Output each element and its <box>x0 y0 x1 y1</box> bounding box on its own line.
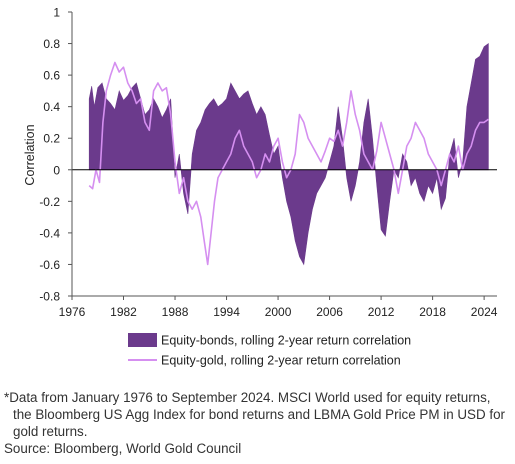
legend-item-equity-bonds: Equity-bonds, rolling 2-year return corr… <box>128 333 411 348</box>
x-tick-label: 2006 <box>316 305 343 319</box>
series-area-equity-bonds <box>88 43 489 266</box>
series-layer <box>88 43 489 266</box>
footnote-line-2: the Bloomberg US Agg Index for bond retu… <box>13 407 505 422</box>
legend-label: Equity-bonds, rolling 2-year return corr… <box>161 334 411 348</box>
legend-item-equity-gold: Equity-gold, rolling 2-year return corre… <box>128 354 401 368</box>
footnote-line-1: *Data from January 1976 to September 202… <box>4 390 491 405</box>
legend-label: Equity-gold, rolling 2-year return corre… <box>161 354 401 368</box>
y-axis-title: Correlation <box>23 124 37 185</box>
legend-swatch <box>128 333 157 347</box>
x-tick-label: 1982 <box>110 305 137 319</box>
footnote-line-3: gold returns. <box>13 424 88 439</box>
y-axis-ticks: -0.8 -0.6 -0.4 -0.2 0 0.2 0.4 0.6 0.8 1 <box>39 6 72 304</box>
plot-area: -0.8-0.6-0.4-0.200.20.40.60.81 1976 1982 1… <box>39 6 497 320</box>
chart: -0.8-0.6-0.4-0.200.20.40.60.81 1976 1982 1… <box>23 6 498 368</box>
x-tick-label: 1976 <box>59 305 86 319</box>
x-tick-label: 1994 <box>213 305 240 319</box>
y-tick-label: -0.8 <box>39 290 60 304</box>
legend: Equity-bonds, rolling 2-year return corr… <box>128 333 411 368</box>
x-tick-label: 1988 <box>162 305 189 319</box>
x-tick-label: 2024 <box>471 305 498 319</box>
source-note: Source: Bloomberg, World Gold Council <box>4 441 242 456</box>
y-tick-label: -0.4 <box>39 226 60 240</box>
y-tick-label: 0 <box>53 163 60 177</box>
y-tick-label: -0.6 <box>39 258 60 272</box>
y-tick-label: 0.6 <box>43 69 60 83</box>
y-tick-label: 0.2 <box>43 132 60 146</box>
x-axis-ticks: 1976 1982 1988 1994 2000 2006 2012 2018 2024 <box>59 296 498 319</box>
y-tick-label: -0.2 <box>39 195 60 209</box>
footnote: *Data from January 1976 to September 202… <box>4 389 509 440</box>
x-tick-label: 2018 <box>419 305 446 319</box>
y-tick-label: 0.8 <box>43 37 60 51</box>
y-tick-label: 1 <box>53 6 60 20</box>
x-tick-label: 2012 <box>368 305 395 319</box>
y-tick-label: 0.4 <box>43 100 60 114</box>
x-tick-label: 2000 <box>265 305 292 319</box>
